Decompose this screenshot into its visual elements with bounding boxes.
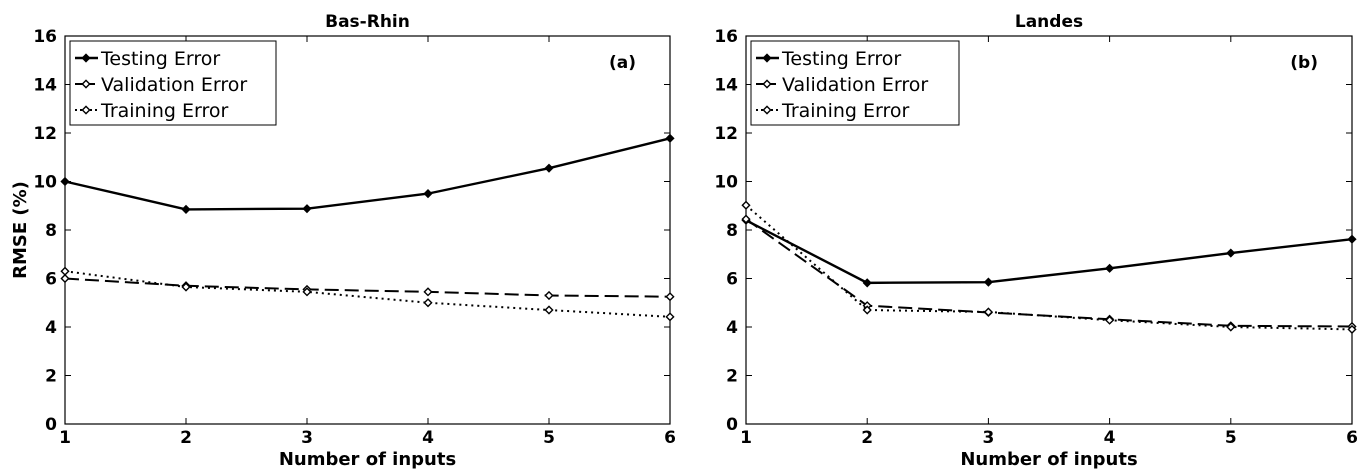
panel-1-panel-label: (a) [609,53,636,73]
panel-1-series-3-point [544,305,554,315]
panel-2-legend-label-2: Validation Error [782,74,928,96]
panel-2-series-1-point [1226,248,1236,258]
panel-2-series-3-point [983,307,993,317]
panel-1-series-1-point [302,204,312,214]
panel-2-series-3-point [1226,322,1236,332]
panel-2-x-tick-label: 5 [1225,428,1237,448]
panel-1-legend-label-1: Testing Error [100,48,220,70]
panel-1-series-3-point [60,266,70,276]
panel-1-series-3-point [665,312,675,322]
panel-1-legend-label-3: Training Error [100,100,229,122]
panel-1-series-1-point [544,163,554,173]
panel-2-x-tick-label: 4 [1104,428,1116,448]
panel-1-y-tick-label: 6 [45,270,57,290]
panel-1-y-tick-label: 8 [45,221,57,241]
panel-1-y-tick-label: 14 [33,76,57,96]
panel-2-y-tick-label: 0 [726,415,738,435]
panel-2-legend-marker-1 [762,53,772,63]
panel-1-series-3-point [181,282,191,292]
panel-1-legend-marker-2 [81,79,91,89]
panel-2-legend-label-3: Training Error [781,100,910,122]
panel-1-series-2-line [64,277,671,298]
panel-2-legend-marker-2 [762,79,772,89]
panel-2-y-tick-label: 8 [726,221,738,241]
panel-1-y-tick-label: 0 [45,415,57,435]
panel-1-legend-marker-3 [81,105,91,115]
panel-1-y-tick-label: 2 [45,367,57,387]
panel-1-legend-box [69,40,277,126]
panel-1-y-tick-label: 4 [45,318,57,338]
panel-1-y-tick-label: 12 [33,124,57,144]
panel-2-series-3-point [862,305,872,315]
panel-1-series-1-point [665,133,675,143]
panel-2-title: Landes [1015,12,1083,32]
panel-2-series-1-point [1105,263,1115,273]
panel-1-x-tick-label: 2 [180,428,192,448]
panel-2-x-axis-label: Number of inputs [960,449,1137,470]
panel-1-series-2-point [423,287,433,297]
panel-2-y-tick-label: 6 [726,270,738,290]
panel-2-series-1-point [862,278,872,288]
panel-1-series-2-point [665,292,675,302]
panel-2-y-tick-label: 10 [714,173,738,193]
panel-2-series-3-point [1347,324,1357,335]
panel-2-series-3-line [745,204,1353,331]
panel-2-y-tick-label: 12 [714,124,738,144]
panel-1-x-tick-label: 4 [422,428,434,448]
panel-2-series-2-line [745,218,1353,328]
panel-2-legend-box [750,40,960,126]
panel-2-series-1-point [983,277,993,287]
panel-1-y-tick-label: 16 [33,27,57,47]
panel-1-series-2-point [544,290,554,301]
panel-1-legend-label-2: Validation Error [101,74,247,96]
panel-2-x-tick-label: 3 [982,428,994,448]
panel-2-y-tick-label: 14 [714,76,738,96]
panel-2-y-tick-label: 4 [726,318,738,338]
panel-1-x-tick-label: 3 [301,428,313,448]
panel-2-y-tick-label: 16 [714,27,738,47]
panel-1-x-tick-label: 1 [59,428,71,448]
panel-1-series-1-point [423,189,433,199]
panel-1-series-1-point [60,176,70,187]
panel-1-series-2-point [60,273,70,284]
panel-1-x-tick-label: 5 [543,428,555,448]
panel-1-y-axis-label: RMSE (%) [10,181,31,279]
panel-1-series-1-point [181,204,191,214]
panel-1-series-1-line [64,137,671,211]
panel-2-x-tick-label: 1 [740,428,752,448]
panel-2-panel-label: (b) [1290,53,1318,73]
panel-2-y-tick-label: 2 [726,367,738,387]
panel-1-series-3-point [302,287,312,297]
panel-2-series-1-line [745,219,1353,285]
panel-1-legend-marker-1 [81,53,91,63]
panel-2-legend-marker-3 [762,105,772,115]
panel-2-x-tick-label: 2 [861,428,873,448]
panel-2-series-3-point [1105,315,1115,325]
panel-1-x-axis-label: Number of inputs [279,449,456,470]
panel-1-y-tick-label: 10 [33,173,57,193]
panel-2-series-1-point [1347,234,1357,244]
panel-2-x-tick-label: 6 [1346,428,1357,448]
panel-1-x-tick-label: 6 [664,428,676,448]
panel-2-series-3-point [741,200,751,210]
panel-1-series-3-line [64,270,671,318]
panel-2-legend-label-1: Testing Error [781,48,901,70]
panel-2-series-2-point [741,214,751,224]
panel-1-series-3-point [423,298,433,308]
panel-1-title: Bas-Rhin [325,12,410,32]
